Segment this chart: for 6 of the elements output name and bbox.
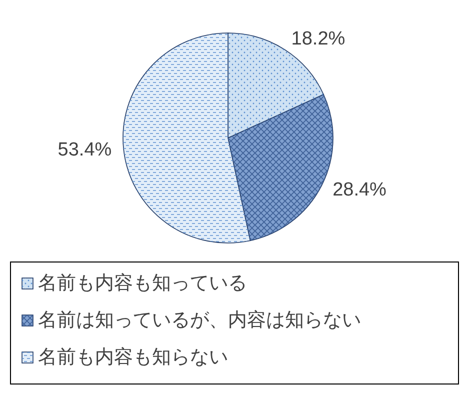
data-label: 18.2%	[291, 28, 346, 50]
data-label: 53.4%	[58, 139, 112, 160]
legend-label: 名前も内容も知っている	[38, 272, 247, 294]
data-label: 28.4%	[332, 179, 387, 200]
legend-label: 名前は知っているが、内容は知らない	[38, 309, 361, 332]
legend-label: 名前も内容も知らない	[38, 346, 228, 368]
